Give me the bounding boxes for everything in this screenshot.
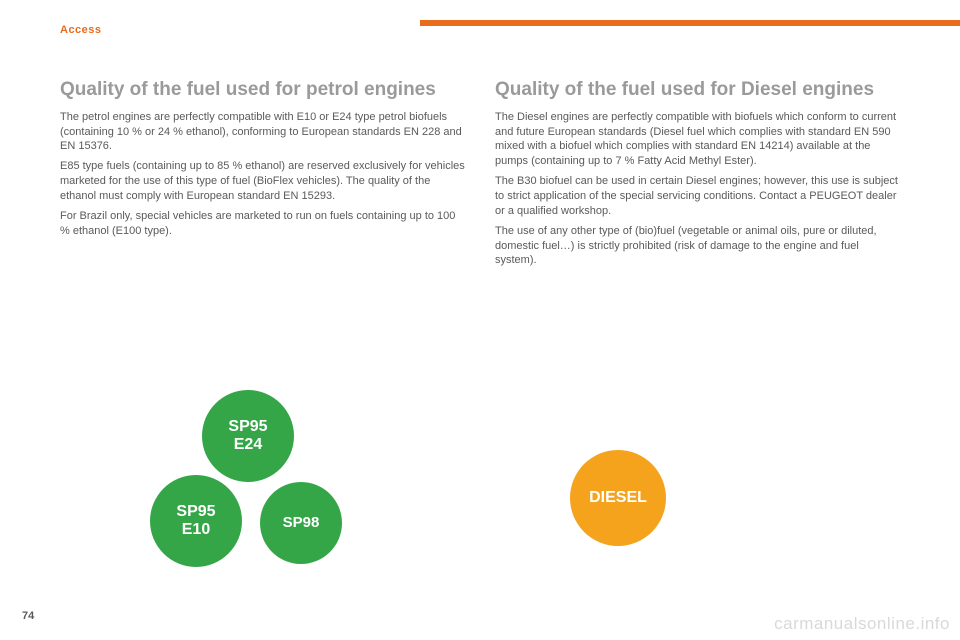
watermark: carmanualsonline.info xyxy=(774,614,950,634)
fuel-badge-diesel: DIESEL xyxy=(570,450,666,546)
petrol-para-3: For Brazil only, special vehicles are ma… xyxy=(60,209,465,239)
fuel-badge-sp98: SP98 xyxy=(260,482,342,564)
diesel-para-1: The Diesel engines are perfectly compati… xyxy=(495,110,900,169)
header-accent-bar xyxy=(420,20,960,26)
diesel-title: Quality of the fuel used for Diesel engi… xyxy=(495,78,900,102)
fuel-badge-sp95-e24: SP95 E24 xyxy=(202,390,294,482)
fuel-badge-sp95-e10: SP95 E10 xyxy=(150,475,242,567)
petrol-title: Quality of the fuel used for petrol engi… xyxy=(60,78,465,102)
petrol-fuel-badges: SP95 E24 SP95 E10 SP98 xyxy=(140,390,380,590)
petrol-para-2: E85 type fuels (containing up to 85 % et… xyxy=(60,159,465,204)
diesel-column: Quality of the fuel used for Diesel engi… xyxy=(495,78,900,273)
diesel-fuel-badge-wrap: DIESEL xyxy=(570,450,666,546)
section-label: Access xyxy=(60,24,102,36)
petrol-column: Quality of the fuel used for petrol engi… xyxy=(60,78,465,273)
diesel-para-3: The use of any other type of (bio)fuel (… xyxy=(495,224,900,269)
diesel-para-2: The B30 biofuel can be used in certain D… xyxy=(495,174,900,219)
page-number: 74 xyxy=(22,610,34,622)
petrol-para-1: The petrol engines are perfectly compati… xyxy=(60,110,465,155)
content-columns: Quality of the fuel used for petrol engi… xyxy=(60,78,900,273)
